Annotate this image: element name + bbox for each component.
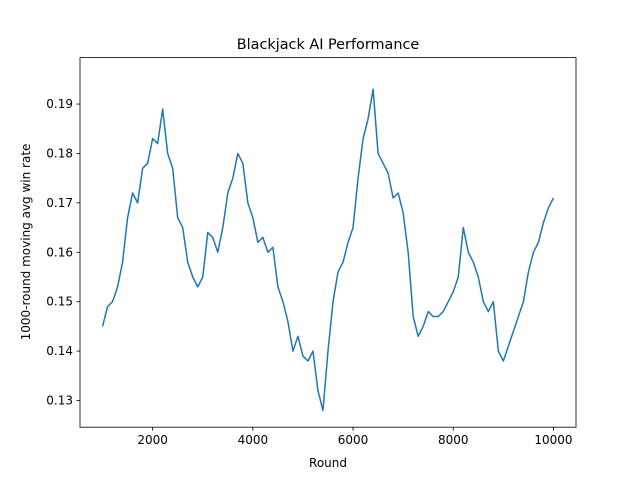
x-tick-label: 2000 <box>137 433 168 447</box>
y-tick-label: 0.14 <box>46 344 73 358</box>
y-tick-label: 0.16 <box>46 245 73 259</box>
y-tick-label: 0.18 <box>46 146 73 160</box>
y-tick-label: 0.13 <box>46 394 73 408</box>
x-tick-label: 6000 <box>338 433 369 447</box>
x-tick-label: 10000 <box>534 433 572 447</box>
x-axis-label: Round <box>309 456 347 470</box>
x-tick-label: 4000 <box>238 433 269 447</box>
chart-title: Blackjack AI Performance <box>237 37 420 53</box>
x-tick-label: 8000 <box>438 433 469 447</box>
plot-frame <box>79 57 577 428</box>
y-tick-label: 0.15 <box>46 295 73 309</box>
y-axis-label: 1000-round moving avg win rate <box>19 144 33 341</box>
y-tick-label: 0.17 <box>46 196 73 210</box>
y-tick-label: 0.19 <box>46 97 73 111</box>
line <box>101 88 555 412</box>
